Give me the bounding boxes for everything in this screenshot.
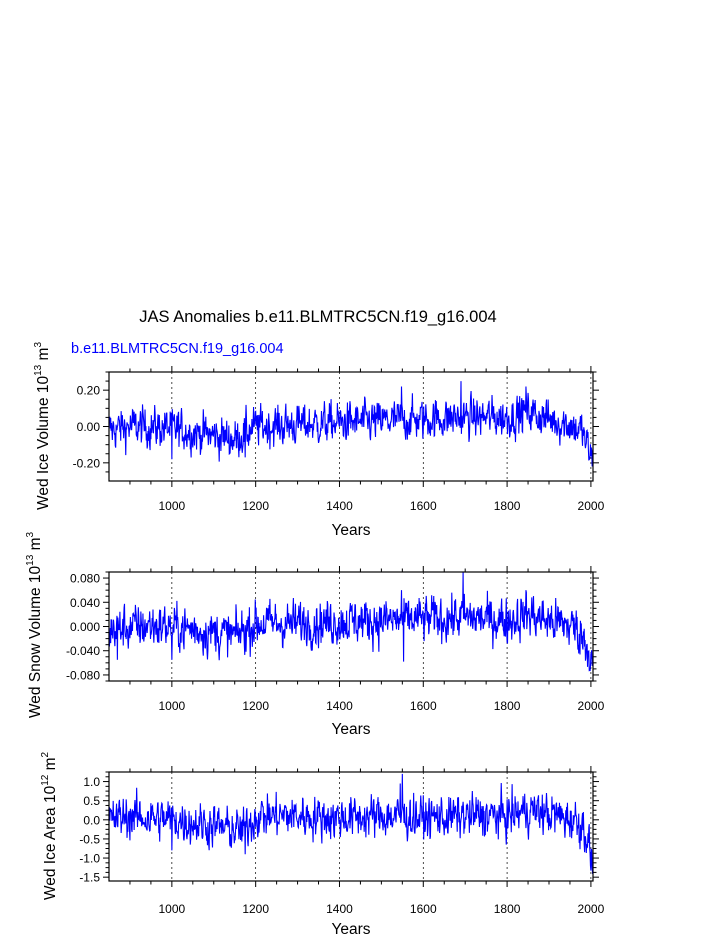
- y-tick-label: -0.5: [79, 832, 100, 846]
- plot-frame: [108, 771, 594, 882]
- figure-title: JAS Anomalies b.e11.BLMTRC5CN.f19_g16.00…: [139, 308, 496, 326]
- x-tick-label: 1200: [242, 902, 269, 916]
- x-tick-label: 1000: [159, 699, 186, 713]
- y-tick-label: 0.000: [70, 620, 100, 634]
- legend-label: b.e11.BLMTRC5CN.f19_g16.004: [71, 341, 284, 357]
- x-tick-label: 1000: [159, 499, 186, 513]
- x-tick-label: 1400: [326, 499, 353, 513]
- y-tick-label: -0.080: [66, 668, 100, 682]
- y-tick-label: 0.080: [70, 572, 100, 586]
- y-tick-label: 0.0: [83, 813, 100, 827]
- y-tick-label: -0.040: [66, 644, 100, 658]
- x-tick-label: 1000: [159, 902, 186, 916]
- x-tick-label: 1400: [326, 699, 353, 713]
- y-axis-label: Wed Ice Volume 1013 m3: [33, 342, 52, 510]
- series-line: [108, 381, 594, 467]
- x-axis-label: Years: [331, 721, 370, 738]
- series-line: [108, 572, 594, 672]
- y-tick-label: 0.040: [70, 596, 100, 610]
- x-tick-label: 2000: [578, 499, 605, 513]
- x-axis-label: Years: [331, 921, 370, 935]
- x-tick-label: 1400: [326, 902, 353, 916]
- y-axis-label: Wed Ice Area 1012 m2: [40, 751, 59, 900]
- y-tick-label: 0.00: [77, 420, 101, 434]
- y-tick-label: -0.20: [73, 456, 101, 470]
- x-tick-label: 1600: [410, 902, 437, 916]
- y-tick-label: 1.0: [83, 775, 100, 789]
- x-tick-label: 2000: [578, 902, 605, 916]
- x-tick-label: 1200: [242, 499, 269, 513]
- ice-volume-panel: 1000 1200 1400 1600 1800 2000 0.20 0.00 -0.20 Yea…: [33, 342, 605, 539]
- y-tick-label: 0.20: [77, 384, 101, 398]
- snow-volume-panel: 1000 1200 1400 1600 1800 2000 0.080 0.040 0.000 -…: [25, 531, 605, 738]
- y-axis-label: Wed Snow Volume 1013 m3: [25, 531, 44, 718]
- x-tick-label: 1600: [410, 699, 437, 713]
- ice-area-panel: 1000 1200 1400 1600 1800 2000 1.0 0.5 0.0 -0.5 -1.…: [40, 751, 605, 935]
- series-line: [108, 773, 594, 875]
- x-axis-label: Years: [331, 522, 370, 539]
- x-tick-label: 2000: [578, 699, 605, 713]
- x-tick-label: 1200: [242, 699, 269, 713]
- x-tick-label: 1800: [494, 902, 521, 916]
- y-tick-label: -1.0: [79, 852, 100, 866]
- x-tick-label: 1800: [494, 699, 521, 713]
- x-tick-label: 1600: [410, 499, 437, 513]
- y-tick-label: 0.5: [83, 794, 100, 808]
- y-tick-label: -1.5: [79, 871, 100, 885]
- x-tick-label: 1800: [494, 499, 521, 513]
